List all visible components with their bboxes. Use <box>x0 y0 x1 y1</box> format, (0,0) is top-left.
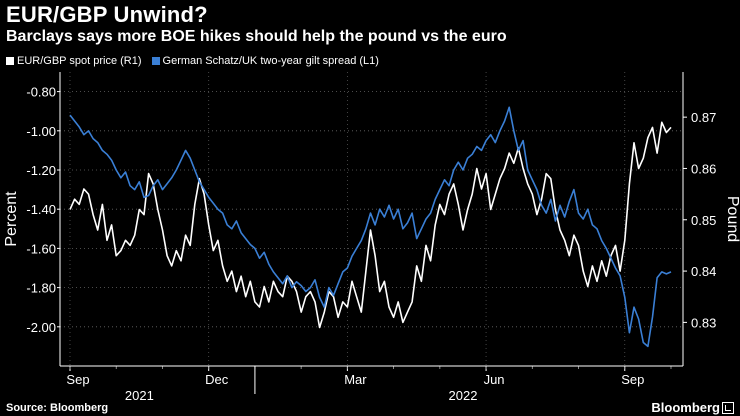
left-axis-title: Percent <box>3 191 20 247</box>
right-tick-label: 0.86 <box>691 161 716 176</box>
left-tick-label: -0.80 <box>26 85 56 100</box>
legend-item-spread: German Schatz/UK two-year gilt spread (L… <box>151 55 379 67</box>
brand-logo: Bloomberg <box>651 400 734 415</box>
x-tick-label: Dec <box>205 372 229 387</box>
series-line-spot-price <box>69 121 672 329</box>
chart-title: EUR/GBP Unwind? <box>6 2 208 27</box>
left-tick-label: -1.00 <box>26 124 56 139</box>
left-tick-label: -1.60 <box>26 241 56 256</box>
chart-legend: EUR/GBP spot price (R1) German Schatz/UK… <box>6 55 383 67</box>
right-tick-label: 0.83 <box>691 315 716 330</box>
left-tick-label: -2.00 <box>26 320 56 335</box>
year-label: 2022 <box>449 388 478 403</box>
x-tick-label: Jun <box>484 372 505 387</box>
right-tick-label: 0.84 <box>691 264 716 279</box>
legend-item-spot: EUR/GBP spot price (R1) <box>6 55 142 67</box>
legend-swatch-white <box>6 57 14 65</box>
left-tick-label: -1.20 <box>26 163 56 178</box>
x-tick-label: Sep <box>66 372 89 387</box>
chart-subtitle: Barclays says more BOE hikes should help… <box>6 28 507 45</box>
year-label: 2021 <box>125 388 154 403</box>
right-tick-label: 0.85 <box>691 213 716 228</box>
legend-label-spread: German Schatz/UK two-year gilt spread (L… <box>162 55 379 67</box>
x-tick-label: Sep <box>621 372 644 387</box>
brand-wordmark: Bloomberg <box>651 400 720 415</box>
legend-label-spot: EUR/GBP spot price (R1) <box>17 55 142 67</box>
series-line-gilt-spread <box>69 106 672 348</box>
right-tick-label: 0.87 <box>691 110 716 125</box>
x-tick-label: Mar <box>344 372 367 387</box>
legend-swatch-blue <box>151 57 160 65</box>
left-tick-label: -1.40 <box>26 202 56 217</box>
left-tick-label: -1.80 <box>26 281 56 296</box>
right-axis-title: Pound <box>724 196 740 242</box>
source-note: Source: Bloomberg <box>6 402 109 414</box>
bloomberg-arrow-icon <box>722 401 734 414</box>
